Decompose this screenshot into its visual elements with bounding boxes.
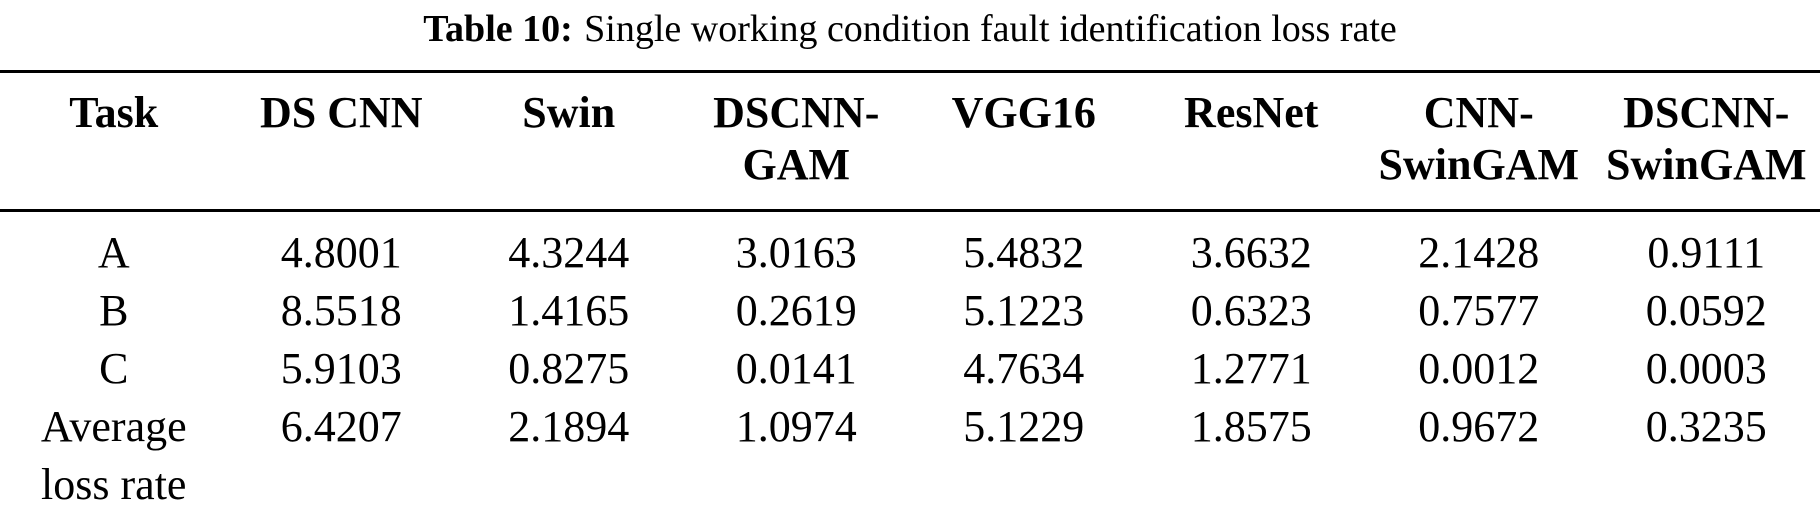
table-cell: 0.0012 <box>1418 344 1540 393</box>
table-caption: Table 10: Single working condition fault … <box>0 0 1820 52</box>
table-cell: 1.4165 <box>508 286 630 335</box>
col-header-cnn-swingam: CNN- SwinGAM <box>1365 71 1593 212</box>
table-cell: 3.0163 <box>735 228 857 277</box>
header-row: Task DS CNN Swin DSCNN- GAM VGG16 ResNet… <box>0 71 1820 212</box>
table-cell: 8.5518 <box>280 286 402 335</box>
table-cell: 0.0003 <box>1645 344 1767 393</box>
table-cell: 2.1894 <box>508 402 630 451</box>
table-row-c: C 5.9103 0.8275 0.0141 4.7634 1.2771 0.0… <box>0 340 1820 398</box>
table-cell: 5.1229 <box>963 402 1085 451</box>
table-cell: 5.9103 <box>280 344 402 393</box>
table-cell: 2.1428 <box>1418 228 1540 277</box>
col-header-swin: Swin <box>455 71 683 212</box>
col-header-dscnn-gam: DSCNN- GAM <box>682 71 910 212</box>
table-row-b: B 8.5518 1.4165 0.2619 5.1223 0.6323 0.7… <box>0 282 1820 340</box>
col-header-vgg16: VGG16 <box>910 71 1138 212</box>
table-cell: 4.3244 <box>508 228 630 277</box>
table-cell: 6.4207 <box>280 402 402 451</box>
table-cell: 1.0974 <box>735 402 857 451</box>
task-label: A <box>97 228 130 277</box>
table-cell: 3.6632 <box>1190 228 1312 277</box>
table-cell: 1.2771 <box>1190 344 1312 393</box>
table-cell: 0.8275 <box>508 344 630 393</box>
table-cell: 4.7634 <box>963 344 1085 393</box>
table-cell: 5.4832 <box>963 228 1085 277</box>
table-row-a: A 4.8001 4.3244 3.0163 5.4832 3.6632 2.1… <box>0 211 1820 283</box>
table-cell: 0.9111 <box>1647 228 1766 277</box>
table-cell: 0.9672 <box>1418 402 1540 451</box>
table-row-average: Average loss rate 6.4207 2.1894 1.0974 5… <box>0 398 1820 513</box>
task-label: Average loss rate <box>40 402 187 509</box>
col-header-ds-cnn: DS CNN <box>227 71 455 212</box>
table-cell: 5.1223 <box>963 286 1085 335</box>
table-cell: 0.6323 <box>1190 286 1312 335</box>
table-cell: 0.3235 <box>1645 402 1767 451</box>
col-header-dscnn-swingam: DSCNN- SwinGAM <box>1592 71 1820 212</box>
col-header-resnet: ResNet <box>1137 71 1365 212</box>
table-cell: 1.8575 <box>1190 402 1312 451</box>
loss-rate-table: Task DS CNN Swin DSCNN- GAM VGG16 ResNet… <box>0 70 1820 513</box>
task-label: B <box>99 286 129 335</box>
table-cell: 0.0592 <box>1645 286 1767 335</box>
table-cell: 0.2619 <box>735 286 857 335</box>
caption-label: Table 10: <box>423 8 573 50</box>
table-cell: 0.7577 <box>1418 286 1540 335</box>
caption-text: Single working condition fault identific… <box>584 8 1397 50</box>
task-label: C <box>99 344 129 393</box>
table-cell: 4.8001 <box>280 228 402 277</box>
table-cell: 0.0141 <box>735 344 857 393</box>
col-header-task: Task <box>0 71 228 212</box>
